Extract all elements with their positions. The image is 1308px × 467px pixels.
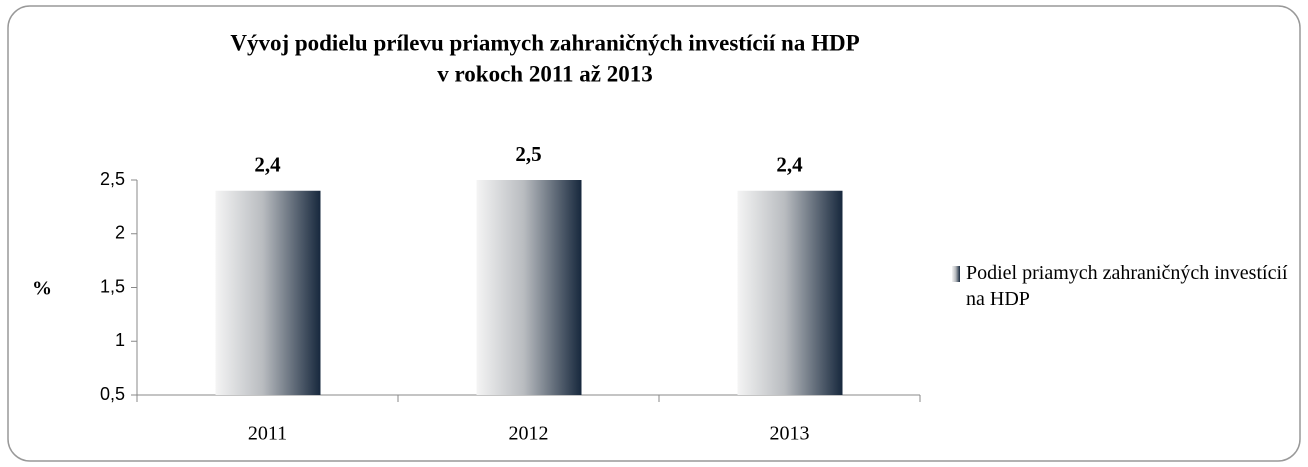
legend-label: Podiel priamych zahraničných investícií … [966, 262, 1288, 310]
x-tick-label: 2012 [509, 423, 549, 445]
bar [215, 190, 321, 395]
chart-subtitle: v rokoch 2011 až 2013 [437, 61, 653, 86]
value-label: 2,4 [776, 153, 803, 177]
chart-border [7, 5, 1301, 462]
y-tick-label: 2 [115, 223, 125, 243]
x-tick-label: 2013 [770, 423, 810, 445]
y-axis-label: % [32, 278, 52, 300]
y-tick-label: 1 [115, 330, 125, 350]
value-label: 2,4 [254, 153, 281, 177]
bar [476, 180, 582, 395]
bar [737, 190, 843, 395]
x-tick-label: 2011 [248, 423, 287, 445]
chart-title: Vývoj podielu prílevu priamych zahraničn… [230, 30, 859, 55]
y-tick-label: 2,5 [100, 169, 125, 189]
value-label: 2,5 [515, 142, 541, 166]
legend-marker [952, 266, 960, 282]
y-tick-label: 1,5 [100, 276, 125, 296]
y-tick-label: 0,5 [100, 384, 125, 404]
